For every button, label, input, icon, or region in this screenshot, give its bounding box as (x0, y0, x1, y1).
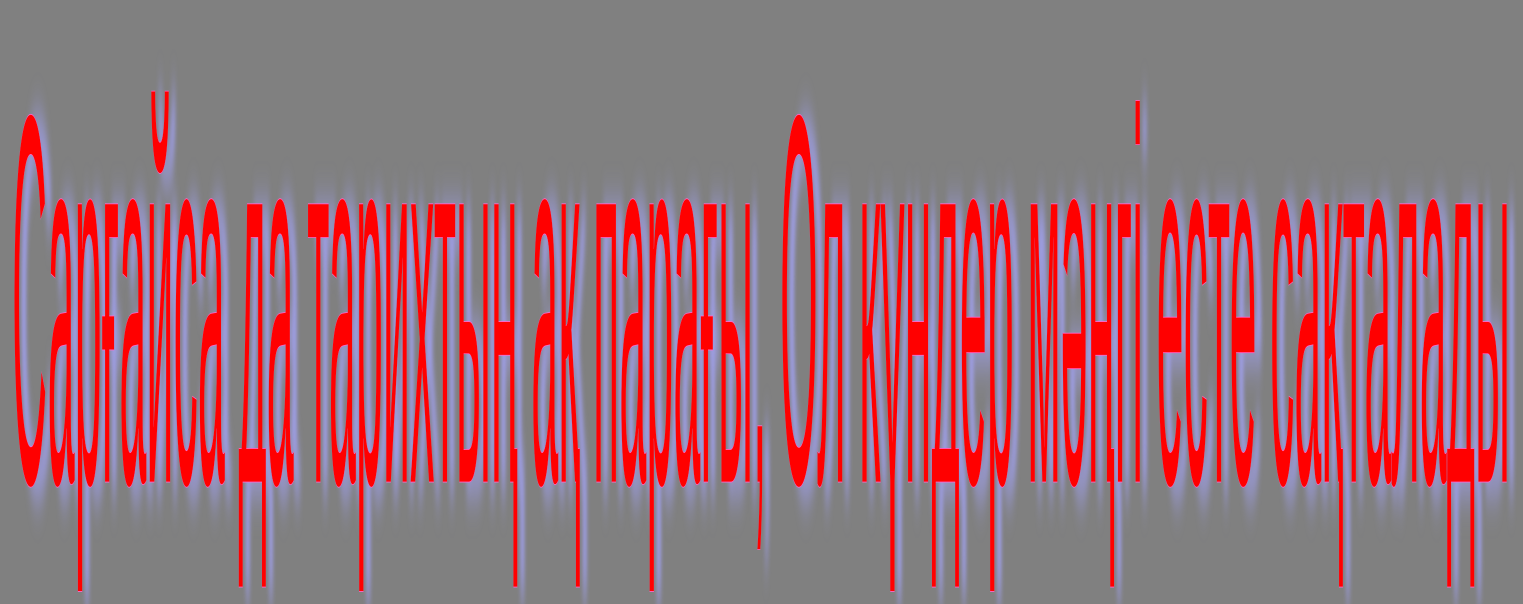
wordart-text: Сарғайса да тарихтың ақ парағы, Ол күнде… (12, 6, 1510, 597)
wordart-shadow: Сарғайса да тарихтың ақ парағы, Ол күнде… (19, 13, 1517, 604)
